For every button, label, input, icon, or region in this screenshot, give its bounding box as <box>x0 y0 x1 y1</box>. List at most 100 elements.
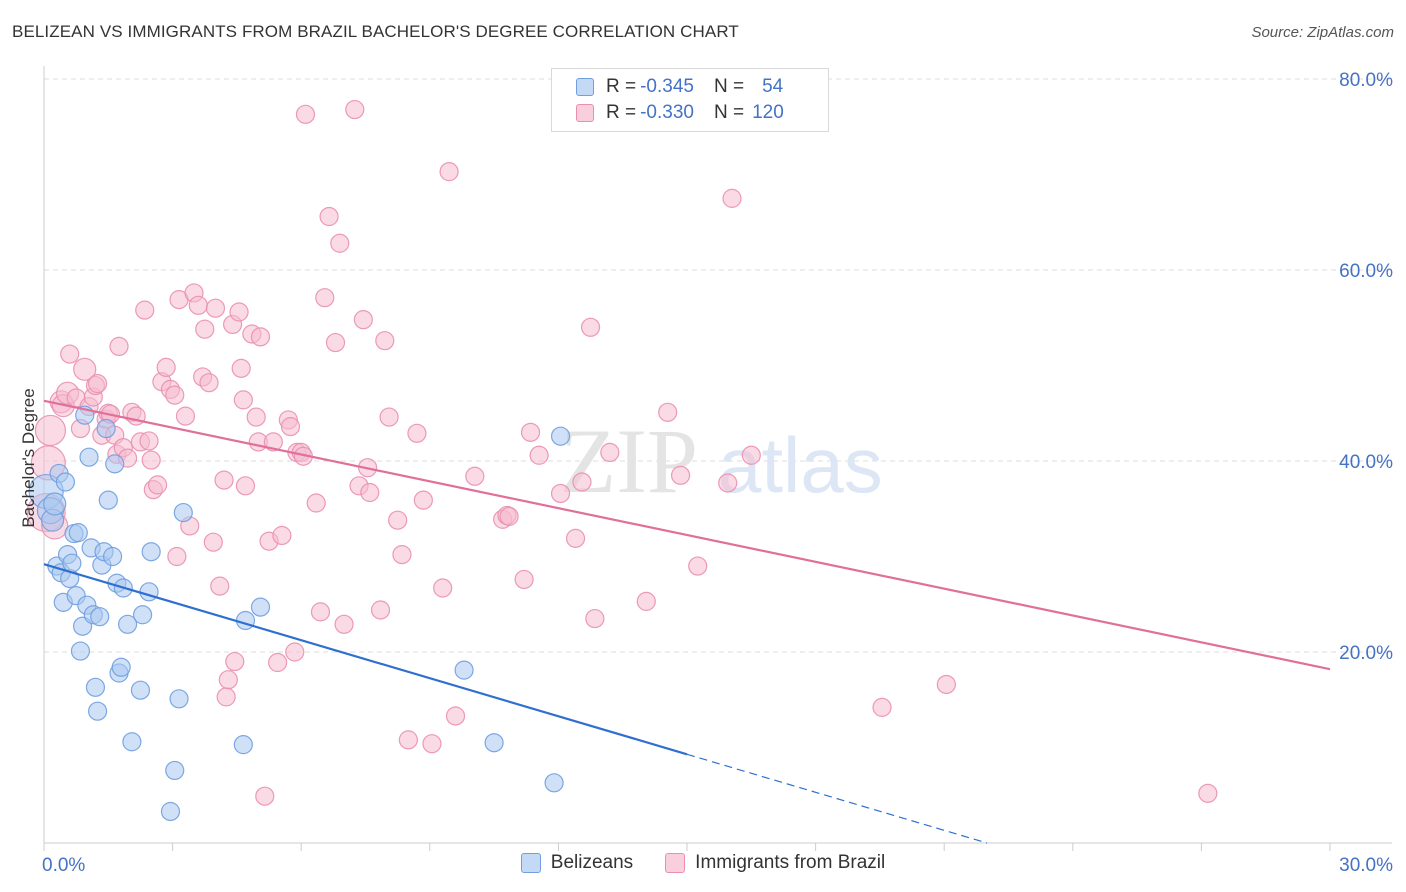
data-point <box>214 470 234 490</box>
data-point <box>439 162 459 182</box>
legend-item-brazil: Immigrants from Brazil <box>665 852 885 874</box>
data-point <box>936 674 956 695</box>
data-point <box>210 576 230 596</box>
data-point <box>550 483 571 504</box>
data-point <box>407 423 427 443</box>
data-point <box>85 677 106 697</box>
data-point <box>422 734 442 754</box>
x-tick-label: 0.0% <box>42 855 85 876</box>
legend-item-belizeans: Belizeans <box>520 852 634 874</box>
data-point <box>375 331 395 351</box>
data-point <box>688 556 708 576</box>
data-point <box>87 374 108 394</box>
data-point <box>141 542 161 562</box>
data-point <box>55 472 76 492</box>
data-point <box>398 730 418 750</box>
data-point <box>360 482 380 503</box>
trend-lines <box>43 399 1331 844</box>
y-tick-label: 40.0% <box>1339 452 1393 473</box>
data-point <box>580 317 601 337</box>
data-point <box>250 327 271 347</box>
data-point <box>325 332 346 353</box>
data-point <box>544 773 564 793</box>
data-point <box>413 490 433 510</box>
data-point <box>718 473 738 493</box>
data-point <box>199 373 219 393</box>
data-point <box>572 472 592 492</box>
data-point <box>139 431 159 451</box>
data-point <box>872 697 892 717</box>
data-point <box>520 422 541 442</box>
data-point <box>130 680 151 700</box>
data-point <box>565 528 586 548</box>
y-tick-label: 60.0% <box>1339 261 1393 282</box>
data-point <box>345 99 365 120</box>
watermark-zip: ZIP <box>560 410 698 512</box>
data-point <box>98 490 118 510</box>
data-point <box>205 298 226 318</box>
chart-source: Source: ZipAtlas.com <box>1251 24 1394 41</box>
data-point <box>233 735 253 755</box>
data-point <box>250 597 271 617</box>
data-point <box>658 402 678 422</box>
data-point <box>218 670 238 690</box>
n-label: N = <box>713 102 745 123</box>
y-tick-label: 20.0% <box>1339 643 1393 664</box>
stats-row-brazil: R = -0.330 N = 120 <box>576 101 784 125</box>
data-point <box>263 432 283 452</box>
data-point <box>203 532 223 552</box>
r-value: -0.345 <box>640 76 694 97</box>
data-point <box>169 689 189 709</box>
data-point <box>272 525 292 546</box>
trend-line-belizeans-extension <box>686 753 988 844</box>
data-point <box>43 492 67 516</box>
data-point <box>235 476 256 496</box>
y-tick-label: 80.0% <box>1339 70 1393 91</box>
data-point <box>268 652 288 673</box>
data-point <box>600 442 620 463</box>
data-point <box>741 445 761 465</box>
data-point <box>225 651 245 672</box>
stats-row-belizeans: R = -0.345 N = 54 <box>576 75 783 99</box>
data-point <box>195 319 215 339</box>
data-point <box>60 344 80 364</box>
n-value: 54 <box>762 76 784 97</box>
x-tick-label: 30.0% <box>1339 855 1393 876</box>
data-point <box>160 801 181 822</box>
points-immigrants-from-brazil <box>26 99 1218 806</box>
data-point <box>135 300 155 320</box>
legend-swatch-blue <box>576 78 594 96</box>
r-label: R = <box>606 102 637 123</box>
data-point <box>141 450 161 470</box>
legend-label: Immigrants from Brazil <box>695 852 886 873</box>
data-point <box>68 523 88 543</box>
data-point <box>388 510 408 530</box>
data-point <box>156 357 176 378</box>
data-point <box>353 310 373 330</box>
data-point <box>233 390 253 410</box>
tick-labels: 20.0% 40.0% 60.0% 80.0% 0.0% 30.0% <box>42 70 1393 876</box>
data-point <box>132 605 153 625</box>
watermark-atlas: atlas <box>718 421 883 509</box>
data-point <box>105 454 125 474</box>
data-point <box>445 706 466 726</box>
data-point <box>79 447 99 467</box>
y-axis-label: Bachelor's Degree <box>19 388 38 527</box>
r-label: R = <box>606 76 637 97</box>
data-point <box>499 506 519 526</box>
legend-label: Belizeans <box>550 852 634 873</box>
chart-title: BELIZEAN VS IMMIGRANTS FROM BRAZIL BACHE… <box>12 22 739 41</box>
data-point <box>454 660 474 680</box>
data-point <box>585 608 605 629</box>
data-point <box>34 414 67 447</box>
data-point <box>310 602 331 622</box>
data-point <box>165 385 185 405</box>
data-point <box>117 614 138 634</box>
data-point <box>109 336 129 356</box>
data-point <box>229 302 249 322</box>
data-point <box>111 657 131 677</box>
stats-legend: R = -0.345 N = 54 R = -0.330 N = 120 <box>551 68 829 132</box>
data-point <box>433 578 453 598</box>
data-point <box>514 569 534 590</box>
